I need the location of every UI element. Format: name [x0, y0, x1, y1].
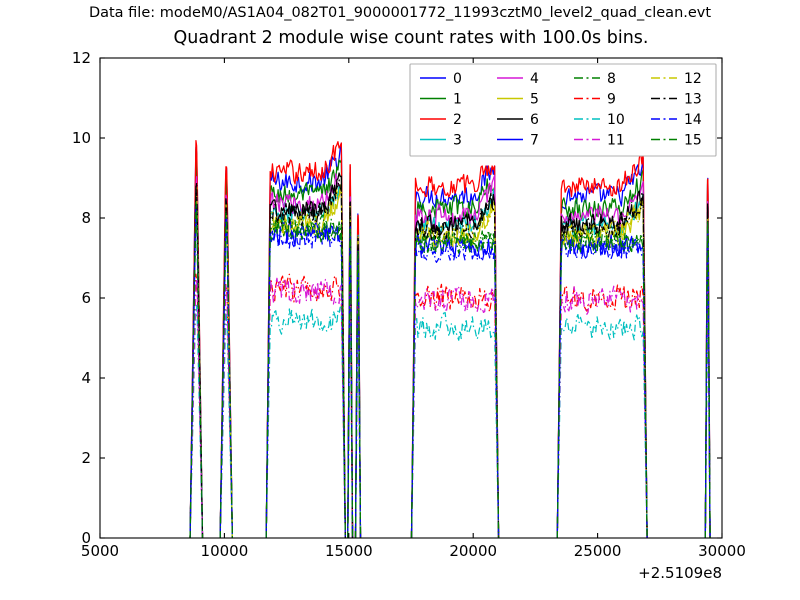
- x-tick-label: 20000: [449, 542, 497, 560]
- series-line-15: [189, 201, 711, 539]
- plot-title: Quadrant 2 module wise count rates with …: [173, 28, 649, 48]
- legend-label-5[interactable]: 5: [530, 92, 539, 108]
- x-tick-label: 5000: [81, 542, 119, 560]
- legend-label-9[interactable]: 9: [607, 92, 616, 108]
- axis-layer: 5000 10000 15000 20000 25000 30000024681012+2…: [72, 49, 746, 582]
- legend-label-13[interactable]: 13: [684, 92, 702, 108]
- x-tick-label: 30000: [698, 542, 746, 560]
- legend-label-3[interactable]: 3: [453, 133, 462, 149]
- x-tick-label: 10000: [201, 542, 249, 560]
- legend-label-15[interactable]: 15: [684, 133, 702, 149]
- y-tick-label: 8: [81, 209, 91, 227]
- legend-label-7[interactable]: 7: [530, 133, 539, 149]
- legend-label-6[interactable]: 6: [530, 112, 539, 128]
- x-tick-label: 15000: [325, 542, 373, 560]
- y-tick-label: 6: [81, 289, 91, 307]
- legend-box: [409, 63, 717, 157]
- series-line-13: [189, 179, 711, 539]
- legend-label-14[interactable]: 14: [684, 112, 702, 128]
- series-line-2: [189, 140, 711, 539]
- legend-label-10[interactable]: 10: [607, 112, 625, 128]
- x-axis-offset-label: +2.5109e8: [638, 564, 722, 582]
- x-tick-label: 25000: [574, 542, 622, 560]
- legend-label-12[interactable]: 12: [684, 71, 702, 87]
- legend-label-8[interactable]: 8: [607, 71, 616, 87]
- y-tick-label: 2: [81, 449, 91, 467]
- y-tick-label: 4: [81, 369, 91, 387]
- y-tick-label: 0: [81, 529, 91, 547]
- data-file-label: Data file: modeM0/AS1A04_082T01_90000017…: [88, 5, 712, 21]
- legend-label-0[interactable]: 0: [453, 71, 462, 87]
- legend-label-2[interactable]: 2: [453, 112, 462, 128]
- legend-label-4[interactable]: 4: [530, 71, 539, 87]
- legend-label-11[interactable]: 11: [607, 133, 625, 149]
- y-tick-label: 10: [72, 129, 91, 147]
- series-line-11: [189, 277, 711, 539]
- series-layer: [189, 140, 711, 539]
- y-tick-label: 12: [72, 49, 91, 67]
- legend-label-1[interactable]: 1: [453, 92, 462, 108]
